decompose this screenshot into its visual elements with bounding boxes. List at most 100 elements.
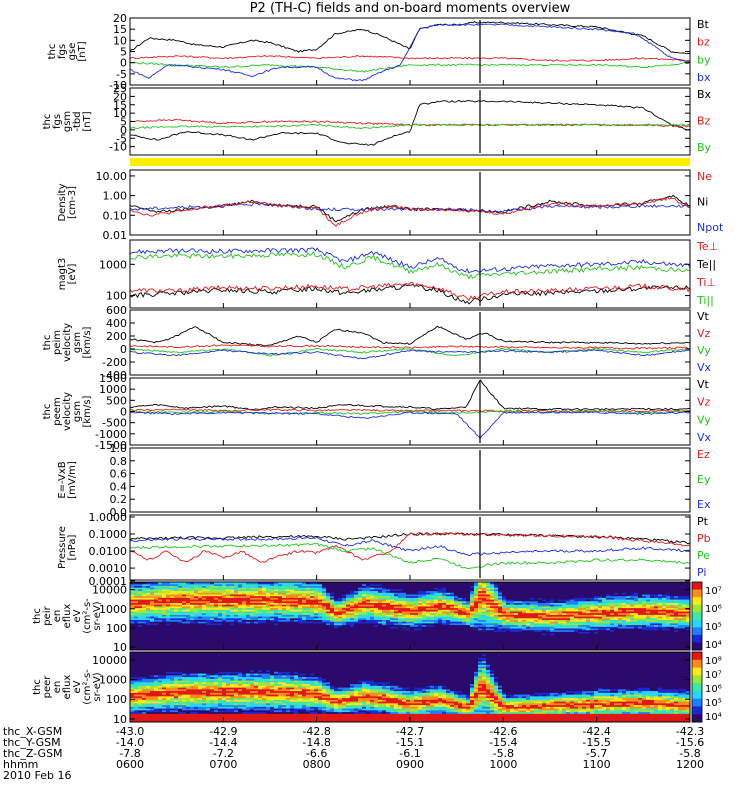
spectrogram-cell bbox=[422, 610, 427, 614]
spectrogram-cell bbox=[538, 590, 543, 593]
spectrogram-cell bbox=[262, 602, 267, 605]
spectrogram-cell bbox=[346, 643, 351, 646]
spectrogram-cell bbox=[574, 600, 579, 603]
spectrogram-cell bbox=[566, 617, 571, 620]
spectrogram-cell bbox=[594, 604, 599, 607]
spectrogram-cell bbox=[326, 619, 331, 622]
spectrogram-cell bbox=[574, 592, 579, 595]
spectrogram-cell bbox=[422, 595, 427, 598]
spectrogram-cell bbox=[446, 582, 451, 585]
spectrogram-cell bbox=[574, 643, 579, 646]
spectrogram-cell bbox=[590, 648, 595, 650]
spectrogram-cell bbox=[418, 644, 423, 648]
spectrogram-cell bbox=[586, 599, 591, 602]
spectrogram-cell bbox=[130, 597, 135, 600]
spectrogram-cell bbox=[490, 619, 495, 622]
spectrogram-cell bbox=[482, 605, 487, 609]
spectrogram-cell bbox=[486, 631, 491, 634]
spectrogram-cell bbox=[518, 590, 523, 593]
spectrogram-cell bbox=[394, 614, 399, 617]
spectrogram-cell bbox=[494, 582, 499, 585]
spectrogram-cell bbox=[218, 599, 223, 602]
spectrogram-cell bbox=[238, 595, 243, 598]
spectrogram-cell bbox=[370, 626, 375, 629]
spectrogram-cell bbox=[390, 639, 395, 643]
spectrogram-cell bbox=[226, 643, 231, 646]
y-tick-label: 0.4 bbox=[110, 480, 128, 493]
spectrogram-cell bbox=[206, 605, 211, 609]
spectrogram-cell bbox=[490, 607, 495, 610]
spectrogram-cell bbox=[166, 619, 171, 622]
spectrogram-cell bbox=[154, 639, 159, 643]
spectrogram-cell bbox=[458, 622, 463, 626]
spectrogram-cell bbox=[254, 634, 259, 637]
spectrogram-cell bbox=[374, 590, 379, 593]
y-axis-label: gse bbox=[67, 43, 78, 61]
spectrogram-cell bbox=[266, 638, 271, 641]
spectrogram-cell bbox=[362, 587, 367, 590]
spectrogram-cell bbox=[210, 648, 215, 650]
spectrogram-cell bbox=[590, 627, 595, 631]
spectrogram-cell bbox=[210, 634, 215, 637]
spectrogram-cell bbox=[274, 633, 279, 636]
spectrogram-cell bbox=[362, 599, 367, 602]
spectrogram-cell bbox=[174, 587, 179, 590]
spectrogram-cell bbox=[226, 590, 231, 593]
spectrogram-cell bbox=[282, 592, 287, 595]
spectrogram-cell bbox=[586, 636, 591, 639]
spectrogram-cell bbox=[170, 583, 175, 586]
spectrogram-cell bbox=[434, 646, 439, 649]
spectrogram-cell bbox=[354, 621, 359, 624]
spectrogram-cell bbox=[210, 639, 215, 643]
spectrogram-cell bbox=[442, 622, 447, 626]
spectrogram-cell bbox=[190, 612, 195, 615]
spectrogram-cell bbox=[190, 585, 195, 588]
spectrogram-cell bbox=[394, 636, 399, 639]
spectrogram-cell bbox=[282, 638, 287, 641]
spectrogram-cell bbox=[150, 634, 155, 637]
spectrogram-cell bbox=[354, 638, 359, 641]
spectrogram-cell bbox=[354, 619, 359, 622]
spectrogram-cell bbox=[478, 641, 483, 644]
spectrogram-cell bbox=[450, 626, 455, 629]
spectrogram-cell bbox=[434, 609, 439, 612]
spectrogram-cell bbox=[382, 597, 387, 600]
spectrogram-cell bbox=[218, 610, 223, 614]
spectrogram-cell bbox=[386, 619, 391, 622]
spectrogram-cell bbox=[242, 592, 247, 595]
spectrogram-cell bbox=[202, 605, 207, 609]
spectrogram-cell bbox=[242, 622, 247, 626]
spectrogram-cell bbox=[158, 624, 163, 627]
spectrogram-cell bbox=[186, 622, 191, 626]
spectrogram-cell bbox=[146, 648, 151, 650]
spectrogram-cell bbox=[222, 599, 227, 602]
legend-ex: Ex bbox=[697, 498, 711, 511]
spectrogram-cell bbox=[506, 593, 511, 597]
spectrogram-cell bbox=[294, 587, 299, 590]
spectrogram-cell bbox=[206, 648, 211, 650]
spectrogram-cell bbox=[382, 636, 387, 639]
spectrogram-cell bbox=[198, 633, 203, 636]
spectrogram-cell bbox=[554, 643, 559, 646]
spectrogram-cell bbox=[482, 643, 487, 646]
spectrogram-cell bbox=[258, 634, 263, 637]
spectrogram-cell bbox=[274, 646, 279, 649]
spectrogram-cell bbox=[230, 590, 235, 593]
spectrogram-cell bbox=[418, 646, 423, 649]
spectrogram-cell bbox=[210, 599, 215, 602]
spectrogram-cell bbox=[466, 621, 471, 624]
spectrogram-cell bbox=[426, 602, 431, 605]
spectrogram-cell bbox=[566, 593, 571, 597]
spectrogram-cell bbox=[454, 597, 459, 600]
spectrogram-cell bbox=[302, 595, 307, 598]
spectrogram-cell bbox=[286, 599, 291, 602]
spectrogram-cell bbox=[354, 644, 359, 648]
spectrogram-cell bbox=[578, 636, 583, 639]
spectrogram-cell bbox=[486, 641, 491, 644]
y-axis-label: fgs bbox=[52, 114, 63, 129]
spectrogram-cell bbox=[446, 593, 451, 597]
spectrogram-cell bbox=[518, 609, 523, 612]
spectrogram-cell bbox=[490, 638, 495, 641]
spectrogram-cell bbox=[502, 633, 507, 636]
